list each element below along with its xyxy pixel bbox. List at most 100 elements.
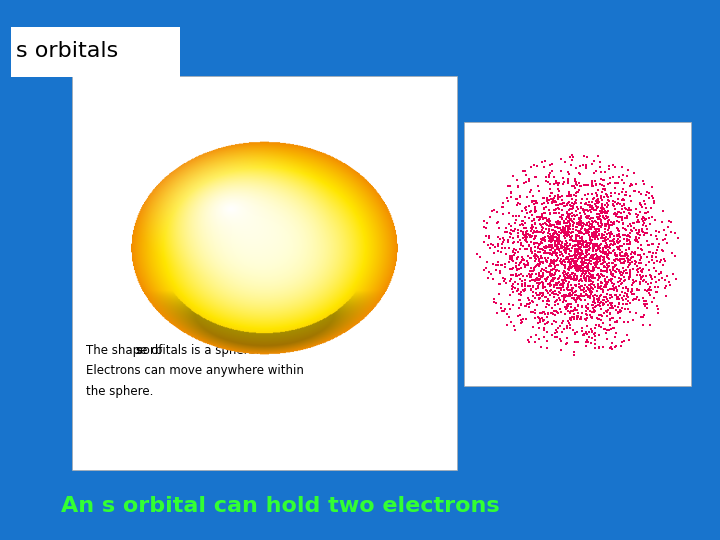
Point [551, 230, 562, 239]
Point [502, 182, 513, 191]
Point [630, 234, 642, 242]
Point [512, 285, 523, 294]
Point [573, 215, 585, 224]
Point [546, 272, 557, 280]
Point [553, 278, 564, 286]
Point [572, 255, 584, 264]
Point [582, 261, 594, 270]
Point [610, 291, 621, 300]
Point [552, 224, 563, 232]
Point [524, 188, 536, 197]
Point [593, 197, 604, 206]
Point [559, 247, 571, 255]
Point [570, 164, 582, 172]
Point [549, 236, 560, 245]
Point [571, 306, 582, 315]
Point [552, 217, 563, 226]
Point [590, 181, 602, 190]
Point [571, 248, 582, 256]
Point [543, 296, 554, 305]
Point [608, 231, 620, 240]
Point [572, 205, 584, 214]
Point [546, 244, 558, 252]
Point [505, 271, 517, 279]
Point [627, 219, 639, 227]
Point [629, 247, 641, 256]
Point [570, 253, 582, 261]
Point [608, 240, 619, 249]
Point [500, 260, 511, 268]
Point [537, 246, 549, 254]
Point [485, 244, 496, 252]
Point [538, 194, 549, 202]
Point [585, 281, 596, 289]
Point [482, 219, 493, 228]
Point [618, 200, 630, 208]
Point [593, 152, 604, 160]
Point [605, 240, 616, 248]
Point [521, 257, 533, 266]
Point [553, 233, 564, 242]
Point [652, 283, 663, 292]
Point [563, 192, 575, 200]
Point [516, 253, 528, 261]
Point [586, 205, 598, 213]
Point [569, 237, 580, 246]
Point [582, 246, 594, 255]
Point [503, 197, 514, 205]
Point [545, 276, 557, 285]
Point [585, 237, 597, 246]
Point [621, 268, 632, 277]
Point [594, 302, 606, 310]
Point [573, 253, 585, 261]
Point [552, 234, 563, 242]
Point [532, 275, 544, 284]
Point [618, 185, 629, 194]
Point [575, 257, 587, 266]
Point [580, 269, 592, 278]
Point [592, 232, 603, 240]
Point [576, 255, 588, 264]
Point [603, 221, 615, 230]
Point [521, 193, 533, 201]
Point [610, 267, 621, 276]
Point [572, 211, 583, 219]
Point [589, 263, 600, 272]
Point [580, 256, 591, 265]
Point [577, 229, 588, 238]
Point [594, 180, 606, 188]
Point [510, 215, 522, 224]
Point [562, 272, 574, 280]
Point [638, 231, 649, 239]
Point [536, 272, 548, 281]
Point [588, 169, 599, 178]
Point [520, 261, 531, 269]
Point [563, 227, 575, 236]
Point [562, 306, 574, 315]
Point [639, 285, 651, 294]
Point [631, 210, 642, 218]
Point [564, 215, 575, 224]
Point [587, 253, 598, 262]
Point [582, 291, 593, 300]
Point [571, 295, 582, 303]
Point [582, 304, 594, 313]
Point [510, 261, 522, 270]
Point [570, 235, 582, 244]
Point [621, 249, 632, 258]
Point [529, 202, 541, 211]
Point [557, 250, 568, 259]
Point [600, 325, 611, 334]
Point [529, 243, 541, 252]
Point [503, 244, 515, 252]
Point [615, 245, 626, 254]
Point [588, 241, 599, 250]
Point [538, 243, 549, 252]
Point [582, 284, 593, 292]
Point [643, 286, 654, 294]
Point [577, 264, 589, 273]
Point [590, 249, 601, 258]
Point [557, 199, 568, 207]
Point [534, 315, 546, 324]
Point [516, 281, 527, 290]
